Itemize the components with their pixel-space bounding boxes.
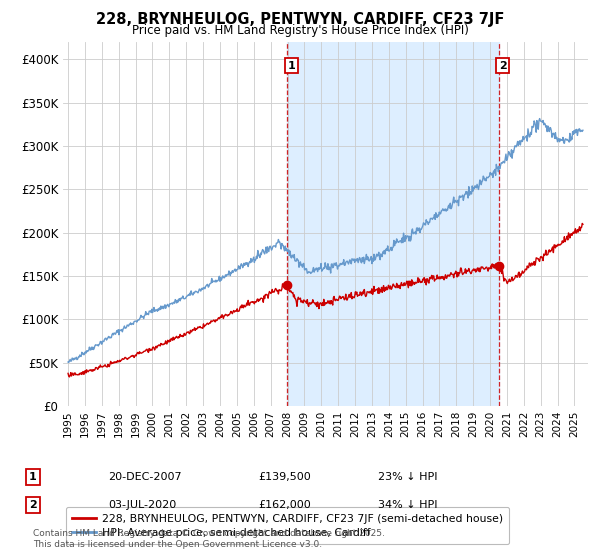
Legend: 228, BRYNHEULOG, PENTWYN, CARDIFF, CF23 7JF (semi-detached house), HPI: Average : 228, BRYNHEULOG, PENTWYN, CARDIFF, CF23 … — [66, 507, 509, 544]
Text: 34% ↓ HPI: 34% ↓ HPI — [378, 500, 437, 510]
Text: 20-DEC-2007: 20-DEC-2007 — [108, 472, 182, 482]
Text: 2: 2 — [29, 500, 37, 510]
Text: 03-JUL-2020: 03-JUL-2020 — [108, 500, 176, 510]
Text: £162,000: £162,000 — [258, 500, 311, 510]
Text: Price paid vs. HM Land Registry's House Price Index (HPI): Price paid vs. HM Land Registry's House … — [131, 24, 469, 37]
Bar — [287, 42, 499, 406]
Text: £139,500: £139,500 — [258, 472, 311, 482]
Text: 1: 1 — [29, 472, 37, 482]
Text: Contains HM Land Registry data © Crown copyright and database right 2025.
This d: Contains HM Land Registry data © Crown c… — [33, 529, 385, 549]
Text: 228, BRYNHEULOG, PENTWYN, CARDIFF, CF23 7JF: 228, BRYNHEULOG, PENTWYN, CARDIFF, CF23 … — [96, 12, 504, 27]
Text: 1: 1 — [287, 60, 295, 71]
Text: 2: 2 — [499, 60, 506, 71]
Text: 23% ↓ HPI: 23% ↓ HPI — [378, 472, 437, 482]
